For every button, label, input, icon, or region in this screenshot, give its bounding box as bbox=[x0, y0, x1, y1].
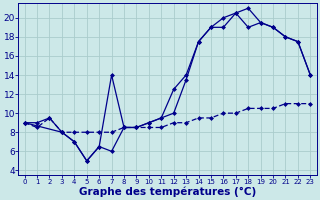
X-axis label: Graphe des températures (°C): Graphe des températures (°C) bbox=[79, 186, 256, 197]
